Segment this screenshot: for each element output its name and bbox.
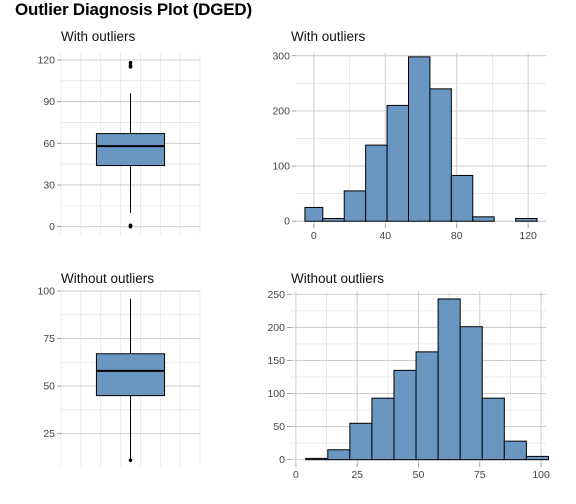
- histogram-bar: [481, 397, 505, 461]
- y-tick-label: 0: [284, 216, 290, 228]
- y-tick-label: 30: [43, 179, 55, 191]
- panel-title: With outliers: [291, 29, 366, 44]
- x-tick-label: 0: [293, 469, 299, 481]
- page-title: Outlier Diagnosis Plot (DGED): [15, 0, 252, 19]
- histogram-bar: [371, 397, 395, 461]
- histogram-bar: [459, 326, 483, 461]
- x-tick-label: 0: [311, 230, 317, 242]
- histogram-bar: [305, 457, 329, 461]
- histogram-bar: [393, 369, 417, 461]
- y-tick-label: 50: [43, 381, 55, 393]
- panel-title: Without outliers: [61, 271, 154, 286]
- y-tick-label: 150: [267, 355, 285, 367]
- iqr-box: [95, 353, 166, 397]
- y-tick-label: 60: [43, 138, 55, 150]
- histogram-bar: [365, 144, 388, 222]
- y-tick-label: 75: [43, 333, 55, 345]
- histogram-bar: [429, 88, 452, 222]
- y-tick-label: 50: [273, 421, 285, 433]
- histogram-bar: [327, 449, 351, 461]
- histogram-bar: [343, 190, 367, 222]
- y-tick-label: 100: [272, 161, 290, 173]
- histogram-bar: [450, 174, 474, 222]
- y-tick-label: 100: [37, 286, 55, 298]
- iqr-box: [95, 133, 166, 167]
- y-tick-label: 250: [267, 289, 285, 301]
- y-tick-label: 120: [37, 54, 55, 66]
- x-tick-label: 40: [379, 230, 391, 242]
- x-tick-label: 75: [474, 469, 486, 481]
- x-tick-label: 120: [519, 230, 537, 242]
- histogram-bar: [304, 206, 324, 222]
- panel-title: Without outliers: [291, 271, 384, 286]
- y-tick-label: 100: [267, 388, 285, 400]
- outlier-point: [128, 223, 133, 228]
- histogram-bar: [415, 351, 439, 461]
- y-tick-label: 25: [43, 428, 55, 440]
- histogram-bar: [515, 217, 538, 222]
- y-tick-label: 0: [279, 454, 285, 466]
- histogram-bar: [472, 216, 495, 222]
- y-tick-label: 300: [272, 50, 290, 62]
- outlier-point: [128, 458, 133, 463]
- histogram-bar: [386, 104, 410, 222]
- histogram-bar: [349, 422, 373, 461]
- y-tick-label: 90: [43, 96, 55, 108]
- histogram-bar: [322, 217, 345, 222]
- outlier-point: [128, 60, 133, 65]
- x-tick-label: 25: [351, 469, 363, 481]
- x-tick-label: 80: [451, 230, 463, 242]
- x-tick-label: 100: [532, 469, 550, 481]
- histogram-bar: [437, 298, 461, 461]
- y-tick-label: 200: [267, 322, 285, 334]
- histogram-bar: [525, 455, 549, 461]
- panel-title: With outliers: [61, 29, 136, 44]
- outlier-point: [128, 63, 133, 68]
- histogram-bar: [503, 440, 527, 461]
- histogram-bar: [408, 56, 431, 222]
- x-tick-label: 50: [413, 469, 425, 481]
- y-tick-label: 0: [49, 221, 55, 233]
- y-tick-label: 200: [272, 105, 290, 117]
